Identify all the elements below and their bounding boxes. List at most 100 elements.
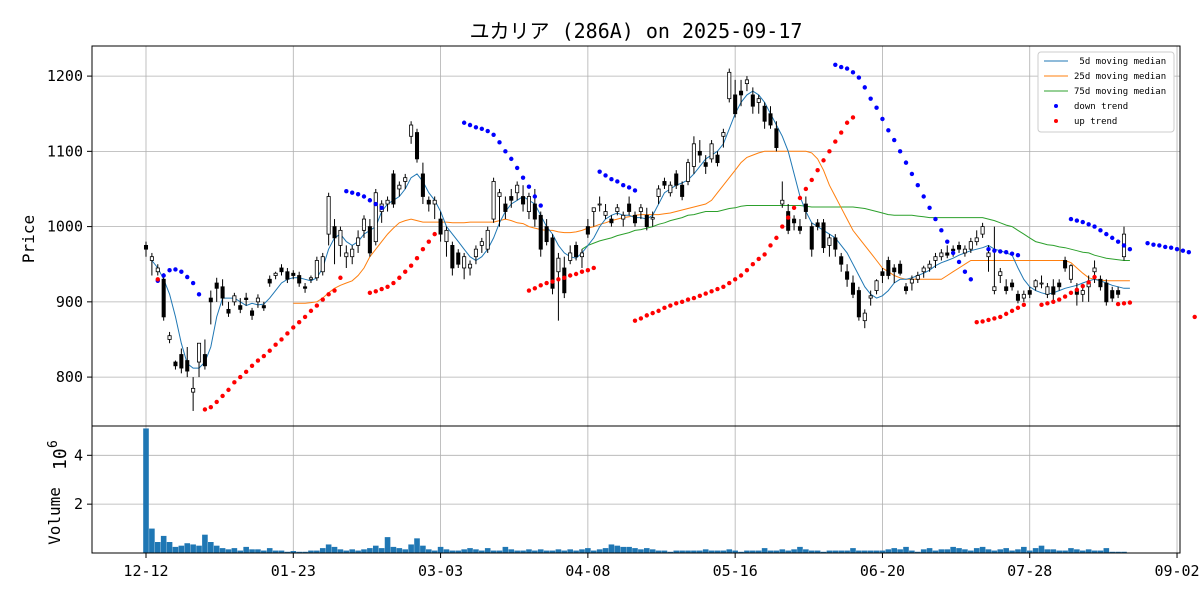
candle-body [155, 267, 160, 273]
volume-bar [814, 550, 821, 553]
candle [149, 252, 154, 276]
volume-bar [443, 549, 450, 553]
candle-body [173, 361, 178, 367]
x-tick-label: 12-12 [123, 562, 168, 580]
up-trend-dot [715, 286, 720, 292]
up-trend-dot [562, 275, 567, 280]
candle-body [391, 173, 396, 205]
volume-bar [143, 428, 149, 553]
candle [544, 219, 549, 246]
down-trend-dot [839, 64, 844, 70]
candle-body [403, 177, 408, 182]
candle [656, 185, 661, 205]
candle-body [709, 143, 714, 160]
volume-scale-label: 10 6 [46, 440, 71, 470]
up-trend-dot [573, 271, 579, 277]
volume-bar [850, 548, 856, 553]
candle-body [845, 271, 850, 280]
candle-body [226, 308, 231, 314]
volume-bar [1062, 550, 1068, 553]
up-trend-dot [1086, 280, 1091, 285]
down-trend-dot [632, 188, 638, 193]
up-trend-dot [1003, 311, 1009, 317]
candle [733, 79, 738, 118]
up-trend-dot [774, 235, 779, 241]
candle-body [579, 252, 584, 258]
candle [155, 264, 160, 276]
candle [868, 290, 873, 306]
candle [326, 192, 331, 246]
candle [232, 292, 237, 306]
down-trend-dot [868, 96, 873, 101]
volume-bar [219, 548, 226, 553]
candle [297, 271, 302, 287]
candle [255, 294, 260, 308]
up-trend-dot [986, 317, 991, 323]
volume-bar [208, 542, 214, 553]
up-trend-dot [1121, 301, 1127, 306]
down-trend-dot [467, 122, 473, 128]
candle-body [208, 297, 213, 303]
candle [191, 377, 196, 411]
candle-body [756, 98, 761, 103]
candle-body [744, 79, 749, 85]
candle [420, 162, 425, 205]
volume-bar [691, 550, 697, 553]
up-trend-dot [155, 277, 160, 282]
down-trend-dot [626, 185, 632, 190]
candle-body [332, 226, 337, 239]
volume-bar [549, 550, 556, 553]
up-trend-dot [338, 275, 343, 280]
down-trend-dot [1003, 249, 1009, 255]
candle [568, 245, 573, 265]
candle-body [691, 143, 696, 167]
candle-body [968, 241, 973, 250]
volume-bar [1097, 550, 1104, 553]
down-trend-dot [514, 165, 520, 171]
up-trend-dot [1192, 314, 1197, 320]
candle [161, 273, 166, 321]
volume-bar [761, 548, 768, 553]
candle-body [509, 196, 514, 201]
down-trend-dot [1098, 228, 1103, 233]
volume-bar [1103, 548, 1110, 553]
down-trend-dot [526, 184, 532, 189]
candle-body [320, 256, 325, 273]
volume-bar [596, 549, 603, 553]
candle [856, 286, 861, 321]
volume-bar [1038, 545, 1045, 553]
candle-body [662, 181, 667, 186]
candle [933, 252, 938, 268]
up-trend-dot [403, 269, 408, 274]
up-trend-dot [367, 290, 373, 296]
candle-body [780, 199, 785, 205]
candle-body [291, 272, 296, 276]
up-trend-dot [314, 303, 320, 308]
candle [197, 342, 202, 378]
candle [597, 196, 602, 212]
candle-body [197, 342, 202, 363]
candle-body [650, 217, 655, 220]
up-trend-dot [1080, 283, 1085, 289]
price-y-tick-label: 900 [56, 293, 83, 311]
volume-bar [249, 549, 255, 553]
candle-body [344, 252, 349, 258]
volume-bar [1121, 551, 1127, 553]
down-trend-dot [998, 249, 1003, 254]
candle-body [485, 229, 490, 250]
up-trend-dot [797, 195, 803, 201]
candle [998, 267, 1003, 284]
candle [957, 241, 962, 253]
volume-bar [461, 549, 467, 553]
volume-bar [414, 538, 420, 553]
price-grid [92, 46, 1180, 426]
volume-bar [903, 546, 909, 553]
volume-bar [431, 550, 438, 553]
candle [473, 245, 478, 265]
up-trend-dot [556, 277, 561, 282]
candle-body [939, 252, 944, 258]
volume-y-tick-label: 2 [74, 495, 83, 513]
candle-body [562, 267, 567, 294]
